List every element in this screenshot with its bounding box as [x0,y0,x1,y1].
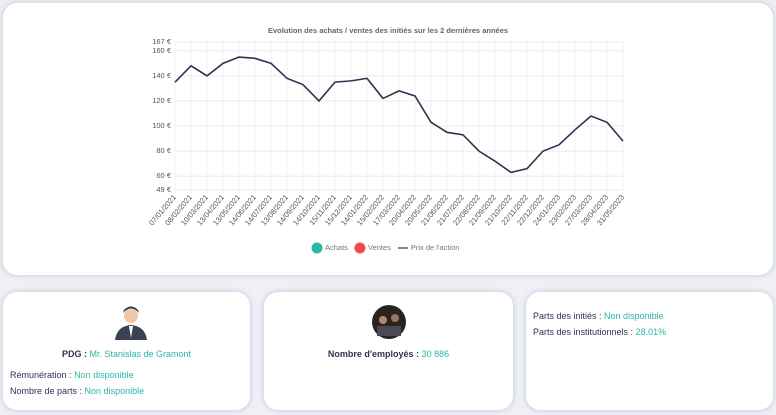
employees-card: Nombre d'employés : 30 886 [264,292,513,410]
ceo-row: PDG : Mr. Stanislas de Gramont [3,349,250,359]
value: 28.01% [635,327,667,337]
y-tick-label: 140 € [152,71,172,80]
info-row: Nombre de parts : Non disponible [10,386,144,396]
y-tick-label: 60 € [156,171,171,180]
value: 30 886 [421,349,450,359]
value: Non disponible [604,311,664,321]
y-tick-label: 120 € [152,96,172,105]
label: Rémunération : [10,370,72,380]
info-row: Parts des initiés : Non disponible [533,311,664,321]
info-row: Rémunération : Non disponible [10,370,134,380]
value: Non disponible [84,386,145,396]
label: Parts des initiés : [533,311,602,321]
label: PDG : [61,349,87,359]
chart-title: Evolution des achats / ventes des initié… [268,26,508,35]
chart: Evolution des achats / ventes des initié… [147,26,626,254]
label: Nombre d'employés : [327,349,420,359]
label: Nombre de parts : [10,386,83,396]
y-tick-label: 80 € [156,146,171,155]
shares-card: Parts des initiés : Non disponible Parts… [526,292,773,410]
y-tick-label: 100 € [152,121,172,130]
legend-dot [311,242,323,254]
label: Parts des institutionnels : [533,327,634,337]
avatar [115,306,147,340]
legend-label: Prix de l'action [411,243,460,252]
y-tick-label: 49 € [156,185,171,194]
y-tick-label: 160 € [152,46,172,55]
chart-card: Evolution des achats / ventes des initié… [3,3,773,275]
price-line [174,56,624,174]
info-row: Parts des institutionnels : 28.01% [533,327,666,337]
ceo-card: PDG : Mr. Stanislas de Gramont Rémunérat… [3,292,250,410]
value: Non disponible [74,370,134,380]
value: Mr. Stanislas de Gramont [89,349,192,359]
employees-row: Nombre d'employés : 30 886 [264,349,513,359]
y-tick-label: 167 € [152,37,172,46]
legend-label: Ventes [368,243,391,252]
avatar [372,305,406,339]
legend-label: Achats [325,243,348,252]
legend-dot [354,242,366,254]
